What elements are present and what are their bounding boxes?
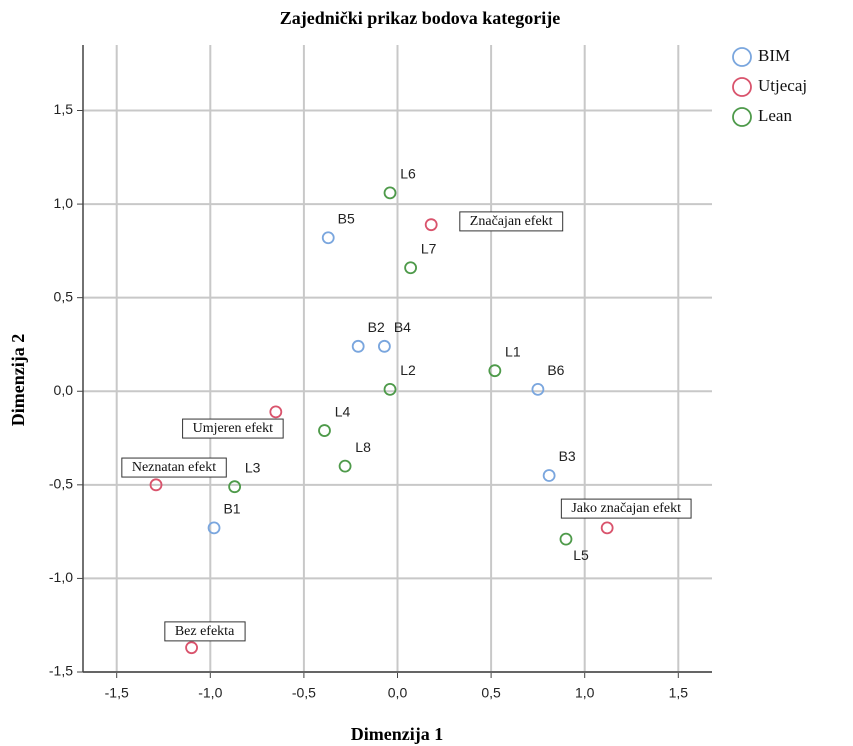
y-tick-label: 1,0 <box>54 195 74 211</box>
y-tick-label: -1,5 <box>49 663 73 679</box>
point <box>542 469 556 482</box>
point <box>383 382 397 396</box>
x-tick-label: -0,5 <box>292 685 316 701</box>
point-label: L3 <box>245 459 261 475</box>
point <box>338 459 352 473</box>
point <box>488 364 502 378</box>
x-axis-title: Dimenzija 1 <box>351 724 443 744</box>
y-tick-label: 1,5 <box>54 101 74 117</box>
point-label: L1 <box>505 343 521 359</box>
x-tick-label: 0,5 <box>481 685 501 701</box>
y-tick-label: 0,5 <box>54 288 74 304</box>
point-label: L8 <box>355 439 371 455</box>
point <box>559 532 573 546</box>
point-label: Umjeren efekt <box>193 421 274 436</box>
point <box>228 480 242 494</box>
point <box>424 218 438 232</box>
point <box>600 521 614 535</box>
point-label: B1 <box>223 501 240 517</box>
point <box>185 641 198 655</box>
point <box>269 405 283 419</box>
y-axis-title: Dimenzija 2 <box>8 334 28 426</box>
point <box>531 382 545 396</box>
y-tick-label: 0,0 <box>54 382 74 398</box>
point <box>383 186 397 200</box>
point-label: Neznatan efekt <box>132 460 216 475</box>
legend-marker <box>732 77 752 97</box>
legend-label: Utjecaj <box>758 76 807 95</box>
y-tick-label: -0,5 <box>49 476 73 492</box>
legend-marker <box>732 107 752 127</box>
label-box <box>459 211 564 232</box>
point <box>207 521 221 535</box>
point-label: B3 <box>559 448 576 464</box>
x-tick-label: 0,0 <box>388 685 408 701</box>
point-label: B6 <box>547 362 564 378</box>
legend-marker <box>732 47 752 67</box>
point-label: Bez efekta <box>175 624 235 639</box>
point-label: L4 <box>335 403 351 419</box>
point-label: L7 <box>421 240 437 256</box>
point-label: L5 <box>573 547 589 563</box>
y-tick-label: -1,0 <box>49 569 73 585</box>
point <box>404 261 418 275</box>
point-label: Jako značajan efekt <box>571 501 681 516</box>
chart-title: Zajednički prikaz bodova kategorije <box>280 8 561 28</box>
point-label: L6 <box>400 166 416 182</box>
x-tick-label: -1,0 <box>198 685 222 701</box>
legend-label: BIM <box>758 46 790 65</box>
label-box <box>182 418 284 439</box>
legend-label: Lean <box>758 106 792 125</box>
point <box>377 339 391 353</box>
point-label: Značajan efekt <box>470 214 553 229</box>
x-tick-label: 1,5 <box>669 685 689 701</box>
label-box <box>164 621 246 642</box>
point <box>149 478 163 492</box>
point-label: L2 <box>400 362 416 378</box>
x-tick-label: 1,0 <box>575 685 595 701</box>
point <box>351 339 365 353</box>
point-label: B2 <box>368 319 385 335</box>
x-tick-label: -1,5 <box>105 685 129 701</box>
label-box <box>560 498 692 519</box>
point-label: B5 <box>338 210 355 226</box>
label-box <box>121 457 227 478</box>
point-label: B4 <box>394 319 411 335</box>
point <box>318 424 331 437</box>
point <box>321 231 335 245</box>
